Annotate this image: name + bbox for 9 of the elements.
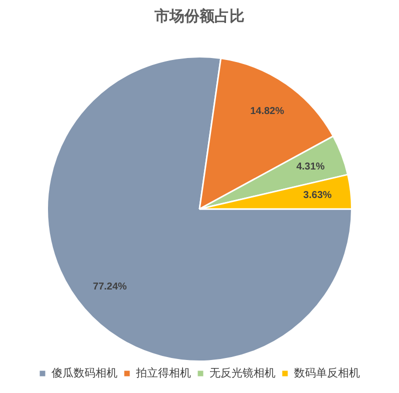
legend-label: 无反光镜相机: [210, 366, 276, 380]
data-label: 77.24%: [92, 282, 127, 293]
data-label: 14.82%: [250, 106, 284, 118]
chart-title: 市场份额占比: [154, 6, 244, 25]
legend-label: 数码单反相机: [294, 366, 360, 380]
data-label: 4.31%: [296, 162, 325, 173]
legend-label: 拍立得相机: [135, 366, 191, 380]
data-label: 3.63%: [303, 190, 332, 202]
legend-label: 傻瓜数码相机: [52, 366, 118, 380]
